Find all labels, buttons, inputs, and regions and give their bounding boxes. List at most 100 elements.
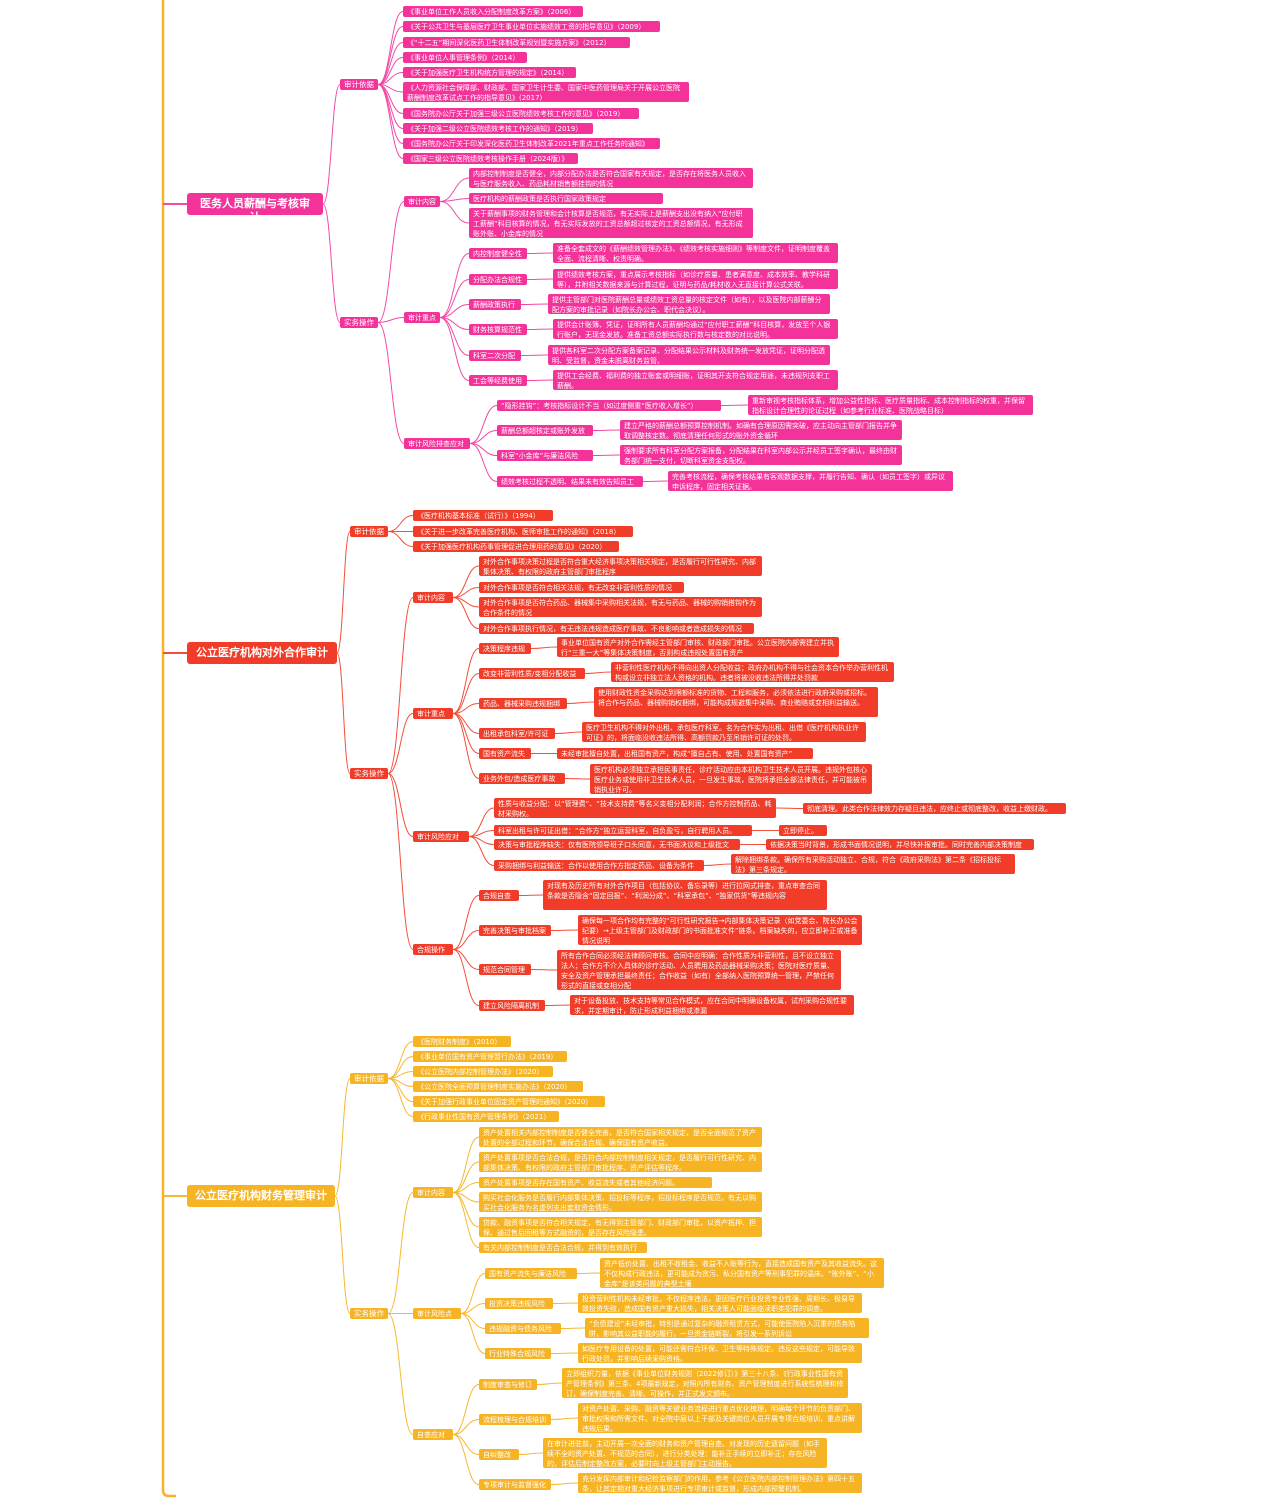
leaf-node[interactable]: 对外合作事项是否符合药品、器械集中采购相关法规，有无与药品、器械的购销搭钩作为合…	[479, 597, 762, 617]
leaf-node[interactable]: 非营利性医疗机构不得向出资人分配收益；政府办机构不得与社会资本合作举办营利性机构…	[611, 662, 894, 682]
leaf-node[interactable]: 资产处置事项是否合法合规，是否符合内部控制制度相关规定，是否履行可行性研究、内部…	[479, 1152, 762, 1172]
leaf-node[interactable]: 对现有及历史所有对外合作项目（包括协议、备忘录等）进行拉网式排查，重点审查合同条…	[543, 880, 827, 910]
leaf-node[interactable]: 提供绩效考核方案，重点展示考核指标（如诊疗质量、患者满意度、成本效率、教学科研等…	[553, 269, 838, 289]
topic-node[interactable]: 内控制度健全性	[469, 248, 527, 259]
topic-node[interactable]: 完善决策与审批档案	[479, 925, 551, 936]
leaf-node[interactable]: 提供主管部门对医院薪酬总量或绩效工资总量的核定文件（如有），以及医院内部薪酬分配…	[548, 294, 830, 314]
topic-node[interactable]: 合规操作	[413, 944, 453, 955]
leaf-node[interactable]: 投资营利性机构未经审批，不仅程序违法，更因医疗行业投资专业性强、周期长、极易导致…	[578, 1293, 862, 1313]
leaf-node[interactable]: 《事业单位人事管理条例》（2014）	[403, 52, 527, 63]
topic-node[interactable]: 审计风险应对	[413, 831, 469, 842]
topic-node[interactable]: 薪酬总额超核定或账外发放	[497, 425, 593, 436]
leaf-node[interactable]: 《关于进一步改革完善医疗机构、医师审批工作的通知》（2018）	[413, 526, 633, 537]
leaf-node[interactable]: 《关于加强医疗卫生机构统方管理的规定》（2014）	[403, 67, 576, 78]
topic-node[interactable]: 财务核算规范性	[469, 324, 527, 335]
topic-node[interactable]: 审计内容	[404, 196, 440, 207]
leaf-node[interactable]: 重新审视考核指标体系，增加公益性指标、医疗质量指标、成本控制指标的权重，并保留指…	[748, 395, 1033, 415]
topic-node[interactable]: 审计重点	[413, 708, 453, 719]
topic-node[interactable]: 制度审查与修订	[479, 1379, 537, 1390]
topic-node[interactable]: 审计内容	[413, 1187, 453, 1198]
topic-node[interactable]: 分配办法合规性	[469, 274, 527, 285]
topic-node[interactable]: 科室“小金库”与廉洁风险	[497, 450, 593, 461]
topic-node[interactable]: 科室二次分配	[469, 350, 521, 361]
leaf-node[interactable]: 所有合作合同必须经法律顾问审核。合同中应明确：合作性质为非营利性，且不设立独立法…	[557, 950, 841, 990]
leaf-node[interactable]: “负债建设”未经审批，特别是通过复杂的融资租赁方式，可能使医院陷入沉重的债务陷阱…	[585, 1318, 869, 1338]
leaf-node[interactable]: 《关于加强医疗机构药事管理促进合理用药的意见》（2020）	[413, 541, 619, 552]
leaf-node[interactable]: 在审计进驻前，主动开展一次全面的财务和资产管理自查。对发现的历史遗留问题（如手续…	[543, 1438, 827, 1468]
topic-node[interactable]: 合规自查	[479, 890, 519, 901]
leaf-node[interactable]: 对资产处置、采购、融资等关键业务流程进行重点优化梳理，明确每个环节的负责部门、审…	[578, 1403, 862, 1433]
topic-node[interactable]: 科室出租与许可证出借：“合作方”独立运营科室，自负盈亏，自行聘用人员。	[494, 825, 752, 836]
branch-title-3[interactable]: 公立医疗机构财务管理审计	[187, 1185, 335, 1207]
leaf-node[interactable]: 解除捆绑条款。确保所有采购活动独立、合规，符合《政府采购法》第二条《招标投标法》…	[731, 854, 1015, 874]
leaf-node[interactable]: 医疗机构必须独立承担民事责任，诊疗活动应由本机构卫生技术人员开展。违规外包核心医…	[590, 764, 872, 794]
leaf-node[interactable]: 彻底清理。此类合作法律效力存疑且违法，应终止或彻底整改，收益上缴财政。	[803, 803, 1066, 814]
topic-node[interactable]: 规范合同管理	[479, 964, 531, 975]
leaf-node[interactable]: 关于薪酬事项的财务管理和会计核算是否规范，有无实际上是薪酬支出没有纳入“应付职工…	[469, 208, 753, 238]
leaf-node[interactable]: 立即停止。	[779, 825, 827, 836]
leaf-node[interactable]: 未经审批擅自处置，出租国有资产，构成“擅自占有、使用、处置国有资产”	[557, 748, 813, 759]
leaf-node[interactable]: 资产处置事项是否存在国有资产、收益流失或者其他经济问题。	[479, 1177, 712, 1188]
leaf-node[interactable]: 充分发挥内部审计和纪检监察部门的作用，参考《公立医院内部控制管理办法》第四十五条…	[578, 1473, 862, 1493]
leaf-node[interactable]: 建立严格的薪酬总额预算控制机制。如确有合理原因需突破，应主动向主管部门报告并争取…	[620, 420, 902, 440]
leaf-node[interactable]: 对外合作事项是否符合相关法规，有无改变非营利性质的情况	[479, 582, 684, 593]
leaf-node[interactable]: 对外合作事项决策过程是否符合重大经济事项决策相关规定，是否履行可行性研究、内部集…	[479, 556, 762, 576]
leaf-node[interactable]: 贷款、融资事项是否符合相关规定，有无得到主管部门、财政部门审批，以资产抵押、担保…	[479, 1217, 762, 1237]
topic-node[interactable]: 绩效考核过程不透明、结果未有效告知员工	[497, 476, 643, 487]
leaf-node[interactable]: 对于设备投放、技术支持等常见合作模式，应在合同中明确设备权属，试剂采购合规性要求…	[570, 995, 854, 1015]
leaf-node[interactable]: 《国务院办公厅关于印发深化医药卫生体制改革2021年重点工作任务的通知》	[403, 138, 660, 149]
leaf-node[interactable]: 《关于加强二级公立医院绩效考核工作的通知》（2019）	[403, 123, 593, 134]
leaf-node[interactable]: 购买社会化服务是否履行内部集体决策、招投标等程序，招投标程序是否规范，有无以购买…	[479, 1192, 762, 1212]
topic-node[interactable]: “隐形挂钩”：考核指标设计不当（如过度侧重“医疗收入增长”）	[497, 400, 721, 411]
topic-node[interactable]: 建立风险隔离机制	[479, 1000, 545, 1011]
topic-node[interactable]: 薪酬政策执行	[469, 299, 521, 310]
category-node[interactable]: 审计依据	[340, 79, 378, 90]
leaf-node[interactable]: 强制要求所有科室分配方案报备，分配结果在科室内部公示并经员工签字确认，最终由财务…	[620, 445, 902, 465]
topic-node[interactable]: 国有资产流失与廉洁风险	[485, 1268, 577, 1279]
category-node[interactable]: 审计依据	[350, 1073, 388, 1084]
topic-node[interactable]: 工会等经费使用	[469, 375, 527, 386]
leaf-node[interactable]: 内部控制制度是否健全，内部分配办法是否符合国家有关规定，是否存在将医务人员收入与…	[469, 168, 753, 188]
topic-node[interactable]: 流程梳理与合规培训	[479, 1414, 551, 1425]
leaf-node[interactable]: 确保每一项合作均有完整的“可行性研究报告→内部集体决策记录（如党委会、院长办公会…	[578, 915, 862, 945]
leaf-node[interactable]: 《医院财务制度》（2010）	[413, 1036, 511, 1047]
topic-node[interactable]: 采购捆绑与利益输送：合作以使用合作方指定药品、设备为条件	[494, 860, 704, 871]
leaf-node[interactable]: 有关内部控制制度是否合法合规，并得到有效执行	[479, 1242, 647, 1253]
leaf-node[interactable]: 《国务院办公厅关于加强三级公立医院绩效考核工作的意见》（2019）	[403, 108, 639, 119]
leaf-node[interactable]: 提供各科室二次分配方案备案记录、分配结果公示材料及财务统一发放凭证，证明分配透明…	[548, 345, 830, 365]
leaf-node[interactable]: 《行政事业性国有资产管理条例》（2021）	[413, 1111, 559, 1122]
topic-node[interactable]: 投资决策违规风险	[485, 1298, 553, 1309]
topic-node[interactable]: 审计重点	[404, 312, 440, 323]
leaf-node[interactable]: 医疗机构的薪酬政策是否执行国家政策规定	[469, 193, 663, 204]
topic-node[interactable]: 自查应对	[413, 1429, 453, 1440]
leaf-node[interactable]: 立即组织力量，依据《事业单位财务规则（2022修订）》第三十八条、《行政事业性国…	[562, 1368, 848, 1398]
topic-node[interactable]: 药品、器械采购违规捆绑	[479, 698, 567, 709]
leaf-node[interactable]: 《公立医院内部控制管理办法》（2020）	[413, 1066, 553, 1077]
leaf-node[interactable]: 《关于公共卫生与基层医疗卫生事业单位实施绩效工资的指导意见》（2009）	[403, 21, 660, 32]
leaf-node[interactable]: 医疗卫生机构不得对外出租、承包医疗科室。名为合作实为出租、出借《医疗机构执业许可…	[582, 722, 866, 742]
leaf-node[interactable]: 提供工会经费、福利费的独立账套或明细账，证明其开支符合规定用途，未违规列支职工薪…	[553, 370, 838, 390]
leaf-node[interactable]: 使用财政性资金采购达到限额标准的货物、工程和服务，必须依法进行政府采购或招标。将…	[594, 687, 878, 717]
category-node[interactable]: 审计依据	[350, 526, 388, 537]
topic-node[interactable]: 自纠整改	[479, 1449, 519, 1460]
branch-title-2[interactable]: 公立医疗机构对外合作审计	[187, 642, 337, 664]
branch-title-1[interactable]: 医务人员薪酬与考核审计	[187, 193, 323, 224]
topic-node[interactable]: 国有资产流失	[479, 748, 531, 759]
leaf-node[interactable]: 《公立医院全面预算管理制度实施办法》（2020）	[413, 1081, 583, 1092]
topic-node[interactable]: 决策程序违规	[479, 643, 531, 654]
topic-node[interactable]: 违规融资与债务风险	[485, 1323, 561, 1334]
leaf-node[interactable]: 《事业单位工作人员收入分配制度改革方案》（2006）	[403, 6, 583, 17]
topic-node[interactable]: 出租承包科室/许可证	[479, 728, 555, 739]
topic-node[interactable]: 审计风险点	[413, 1308, 461, 1319]
leaf-node[interactable]: 资产处置相关内部控制制度是否健全完善，是否符合国家相关规定，是否全面规范了资产处…	[479, 1127, 762, 1147]
topic-node[interactable]: 行业特殊合规风险	[485, 1348, 551, 1359]
topic-node[interactable]: 业务外包/造成医疗事故	[479, 773, 565, 784]
leaf-node[interactable]: 《国家三级公立医院绩效考核操作手册（2024版）》	[403, 153, 578, 164]
leaf-node[interactable]: 提供会计账簿、凭证，证明所有人员薪酬均通过“应付职工薪酬”科目核算，发放至个人银…	[553, 319, 838, 339]
leaf-node[interactable]: 《人力资源社会保障部、财政部、国家卫生计生委、国家中医药管理局关于开展公立医院薪…	[403, 82, 689, 102]
category-node[interactable]: 实务操作	[340, 317, 378, 328]
leaf-node[interactable]: 《医疗机构基本标准（试行）》（1994）	[413, 510, 553, 521]
topic-node[interactable]: 审计风险排查应对	[404, 438, 470, 449]
leaf-node[interactable]: 如医疗专用设备的处置，可能还需符合环保、卫生等特殊规定。违反这些规定，可能导致行…	[578, 1343, 862, 1363]
leaf-node[interactable]: 对外合作事项执行情况，有无违法违规造成医疗事故、不良影响或者造成损失的情况	[479, 623, 754, 634]
